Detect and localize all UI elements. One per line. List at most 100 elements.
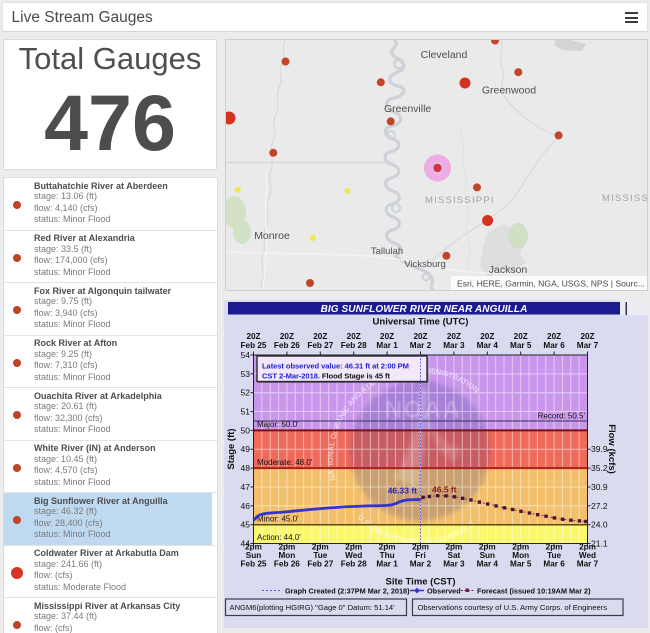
svg-text:Mar 5: Mar 5 [510,341,532,350]
svg-text:49: 49 [241,444,251,454]
svg-text:24.0: 24.0 [591,520,608,530]
svg-text:50: 50 [241,425,251,435]
svg-text:Mon: Mon [278,551,295,560]
svg-text:Feb 26: Feb 26 [274,341,300,350]
svg-text:Mar 2: Mar 2 [410,341,432,350]
svg-text:2pm: 2pm [345,543,362,552]
svg-text:44: 44 [241,539,251,549]
svg-text:Sun: Sun [246,551,261,560]
svg-text:Tue: Tue [547,551,561,560]
svg-text:Graph Created (2:37PM Mar 2, 2: Graph Created (2:37PM Mar 2, 2018) [285,587,410,596]
svg-text:27.2: 27.2 [591,501,608,511]
svg-text:Major: 50.0': Major: 50.0' [257,420,299,429]
svg-text:Mon: Mon [512,551,529,560]
svg-text:Forecast (issued 10:19AM Mar 2: Forecast (issued 10:19AM Mar 2) [477,587,591,596]
svg-text:Mar 1: Mar 1 [376,560,398,569]
svg-text:Mar 7: Mar 7 [577,560,599,569]
svg-text:Latest observed value: 46.31 f: Latest observed value: 46.31 ft at 2:00 … [262,362,409,371]
svg-text:MISSISSIPPI: MISSISSIPPI [425,195,495,206]
svg-text:Monroe: Monroe [254,230,290,242]
svg-text:2pm: 2pm [245,543,262,552]
svg-text:Feb 25: Feb 25 [241,560,267,569]
svg-text:Wed: Wed [579,551,596,560]
svg-text:45: 45 [241,520,251,530]
svg-text:Mar 4: Mar 4 [477,341,499,350]
svg-text:Esri, HERE, Garmin, NGA, USGS,: Esri, HERE, Garmin, NGA, USGS, NPS | Sou… [457,279,645,289]
svg-text:Observations courtesy of U.S.: Observations courtesy of U.S. Army Corps… [418,603,608,612]
svg-text:20Z: 20Z [480,332,494,341]
svg-text:Mar 4: Mar 4 [477,560,499,569]
svg-text:NOAA: NOAA [385,397,462,424]
svg-text:Mar 5: Mar 5 [510,560,532,569]
svg-text:Tallulah: Tallulah [371,246,403,257]
svg-text:BIG SUNFLOWER RIVER NEAR ANGUI: BIG SUNFLOWER RIVER NEAR ANGUILLA [321,304,528,315]
svg-text:MISSISSI: MISSISSI [602,193,647,204]
svg-text:48: 48 [241,463,251,473]
svg-text:35.2: 35.2 [591,463,608,473]
svg-text:Universal Time (UTC): Universal Time (UTC) [373,317,469,328]
svg-text:2pm: 2pm [546,543,563,552]
svg-text:Flow (kcfs): Flow (kcfs) [606,424,617,474]
svg-text:46.33 ft: 46.33 ft [388,486,417,496]
svg-text:52: 52 [241,388,251,398]
svg-text:Feb 28: Feb 28 [341,560,367,569]
svg-text:20Z: 20Z [313,332,327,341]
svg-text:Feb 25: Feb 25 [241,341,267,350]
svg-text:Sun: Sun [480,551,495,560]
svg-text:ANGM6(plotting HGIRG) "Gage 0": ANGM6(plotting HGIRG) "Gage 0" Datum: 51… [230,603,396,612]
svg-text:20Z: 20Z [547,332,561,341]
svg-text:53: 53 [241,369,251,379]
svg-text:Feb 26: Feb 26 [274,560,300,569]
svg-text:21.1: 21.1 [591,539,608,549]
svg-text:2pm: 2pm [278,543,295,552]
svg-text:39.9: 39.9 [591,444,608,454]
svg-text:30.9: 30.9 [591,482,608,492]
svg-text:Observed: Observed [427,587,461,596]
svg-text:2pm: 2pm [445,543,462,552]
svg-text:Tue: Tue [313,551,327,560]
svg-text:Mar 6: Mar 6 [543,560,565,569]
svg-text:Action: 44.0': Action: 44.0' [257,533,301,542]
svg-text:2pm: 2pm [412,543,429,552]
svg-text:Feb 27: Feb 27 [307,560,333,569]
svg-text:Record: 50.5': Record: 50.5' [538,412,586,421]
svg-text:Mar 1: Mar 1 [376,341,398,350]
svg-text:20Z: 20Z [380,332,394,341]
svg-text:Site Time (CST): Site Time (CST) [385,577,455,588]
svg-text:Minor: 45.0': Minor: 45.0' [257,515,299,524]
svg-text:Vicksburg: Vicksburg [404,259,446,270]
svg-text:20Z: 20Z [347,332,361,341]
svg-text:2pm: 2pm [312,543,329,552]
svg-text:20Z: 20Z [246,332,260,341]
svg-text:54: 54 [241,350,251,360]
svg-text:Feb 28: Feb 28 [341,341,367,350]
svg-text:Jackson: Jackson [489,264,528,276]
svg-text:2pm: 2pm [579,543,596,552]
svg-text:20Z: 20Z [514,332,528,341]
svg-text:Fri: Fri [415,551,425,560]
svg-text:20Z: 20Z [413,332,427,341]
svg-text:51: 51 [241,407,251,417]
svg-text:Mar 2: Mar 2 [410,560,432,569]
svg-text:46: 46 [241,501,251,511]
svg-text:Mar 3: Mar 3 [443,560,465,569]
svg-text:2pm: 2pm [379,543,396,552]
svg-text:Moderate: 48.0': Moderate: 48.0' [257,458,313,467]
svg-text:20Z: 20Z [580,332,594,341]
svg-text:47: 47 [241,482,251,492]
svg-text:CST 2-Mar-2018. Flood Stage is: CST 2-Mar-2018. Flood Stage is 45 ft [262,372,390,381]
svg-text:Wed: Wed [345,551,362,560]
svg-text:2pm: 2pm [512,543,529,552]
svg-text:20Z: 20Z [280,332,294,341]
svg-text:46.5 ft: 46.5 ft [432,485,457,495]
svg-text:2pm: 2pm [479,543,496,552]
svg-text:Thu: Thu [380,551,395,560]
svg-text:Sat: Sat [448,551,461,560]
svg-text:Greenville: Greenville [384,103,431,115]
svg-text:Mar 3: Mar 3 [443,341,465,350]
svg-text:Mar 6: Mar 6 [543,341,565,350]
svg-text:20Z: 20Z [447,332,461,341]
svg-text:Mar 7: Mar 7 [577,341,599,350]
svg-text:Feb 27: Feb 27 [307,341,333,350]
svg-text:Greenwood: Greenwood [482,85,536,97]
